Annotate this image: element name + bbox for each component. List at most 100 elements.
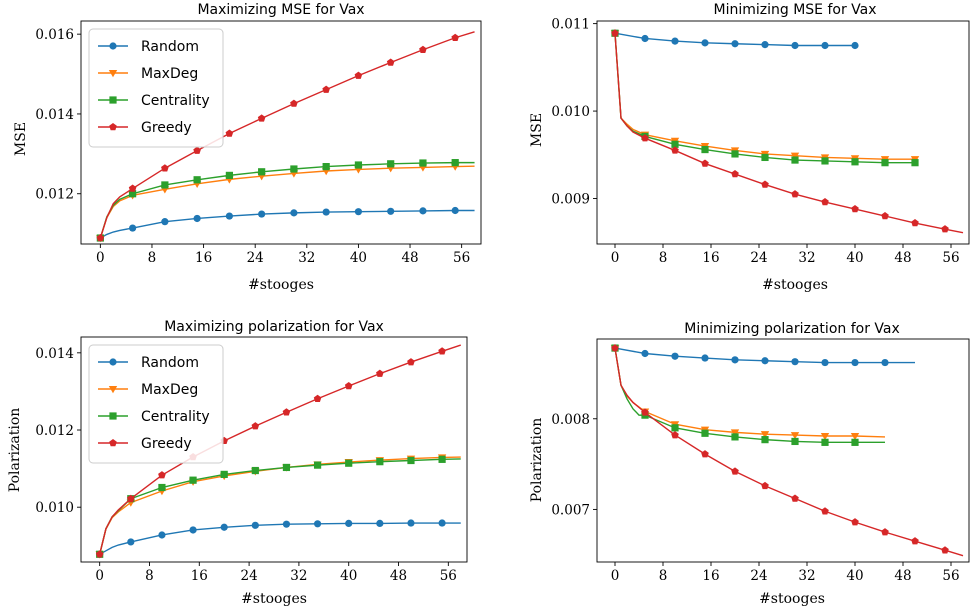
x-axis-label: #stooges (248, 277, 314, 293)
legend-marker (108, 70, 118, 78)
legend-label: Random (141, 39, 199, 55)
data-point-centrality (791, 156, 799, 164)
x-tick-label: 0 (611, 250, 620, 266)
x-tick-label: 48 (401, 250, 418, 266)
data-point-centrality (193, 176, 201, 184)
series-line-maxdeg (99, 456, 461, 555)
data-point-centrality (731, 433, 739, 441)
panel-max-mse: Maximizing MSE for Vax #stooges MSE 0 8 16… (13, 2, 482, 293)
data-point-random (290, 209, 298, 217)
data-point-centrality (161, 181, 169, 189)
data-point-centrality (701, 145, 709, 154)
series-greedy (611, 29, 964, 234)
data-point-centrality (313, 461, 322, 469)
data-point-greedy (671, 146, 679, 154)
data-point-greedy (881, 528, 889, 536)
axes-frame (596, 338, 970, 563)
data-point-centrality (345, 459, 353, 467)
data-point-centrality (282, 463, 291, 472)
series-line-centrality (98, 458, 461, 555)
data-point-greedy (290, 99, 298, 107)
y-axis-label: MSE (13, 122, 29, 156)
series-greedy (96, 31, 475, 242)
data-point-random (376, 519, 384, 528)
series-centrality (611, 29, 919, 167)
series-centrality (96, 455, 461, 558)
data-point-random (161, 218, 169, 226)
x-tick-label: 48 (894, 568, 911, 584)
data-point-maxdeg (820, 432, 830, 441)
x-tick-label: 0 (95, 568, 104, 584)
series-random (96, 519, 461, 558)
x-tick-label: 8 (148, 250, 157, 266)
legend-marker (109, 358, 117, 366)
legend-marker (108, 386, 118, 394)
series-greedy (611, 344, 964, 557)
data-point-random (851, 358, 859, 367)
series-line-greedy (614, 33, 964, 234)
data-point-greedy (322, 85, 330, 93)
legend-label: Centrality (141, 409, 210, 425)
data-point-random (193, 214, 201, 223)
x-tick-label: 8 (145, 568, 154, 584)
data-point-random (761, 41, 769, 49)
data-point-centrality (407, 456, 415, 465)
data-point-random (761, 357, 769, 365)
data-point-greedy (251, 422, 260, 430)
data-point-random (731, 356, 739, 364)
data-point-greedy (354, 71, 363, 79)
data-point-random (731, 40, 739, 48)
data-point-greedy (376, 369, 384, 377)
x-tick-label: 24 (247, 250, 264, 266)
y-tick-label: 0.014 (35, 346, 74, 362)
data-point-random (225, 212, 233, 220)
series-line-greedy (614, 347, 964, 557)
series-centrality (96, 159, 475, 242)
data-point-greedy (161, 164, 169, 172)
data-point-greedy (386, 58, 395, 66)
legend-item-greedy: Greedy (98, 120, 192, 136)
data-point-random (313, 520, 322, 528)
data-point-greedy (641, 134, 649, 142)
panel-max-polarization: Maximizing polarization for Vax #stooges… (7, 319, 468, 607)
data-point-random (322, 208, 330, 216)
legend-label: MaxDeg (141, 66, 198, 82)
data-point-greedy (761, 180, 769, 188)
data-point-greedy (128, 184, 137, 192)
legend-item-random: Random (98, 39, 199, 55)
data-point-centrality (419, 159, 427, 167)
series-random (611, 344, 915, 367)
data-point-random (671, 37, 679, 45)
data-point-centrality (189, 476, 197, 484)
data-point-random (821, 358, 829, 367)
data-point-greedy (611, 344, 619, 352)
legend-item-greedy: Greedy (98, 436, 192, 452)
data-point-greedy (821, 507, 829, 515)
legend-item-maxdeg: MaxDeg (98, 66, 198, 82)
x-tick-label: 40 (340, 568, 357, 584)
data-point-centrality (731, 150, 739, 158)
data-point-centrality (258, 168, 266, 176)
x-tick-label: 16 (702, 250, 719, 266)
x-tick-label: 40 (846, 568, 863, 584)
y-tick-label: 0.012 (35, 423, 74, 439)
x-tick-label: 24 (750, 568, 767, 584)
data-point-random (881, 358, 889, 367)
y-tick-label: 0.010 (35, 500, 74, 516)
data-point-centrality (251, 466, 259, 475)
y-tick-label: 0.016 (35, 27, 74, 43)
x-tick-label: 16 (702, 568, 719, 584)
series-line-centrality (614, 347, 885, 444)
y-tick-label: 0.011 (551, 17, 590, 33)
legend: Random MaxDeg Centrality Greedy (88, 28, 224, 148)
x-tick-label: 8 (659, 250, 668, 266)
panel-min-mse: Minimizing MSE for Vax #stooges MSE 0 8 16… (529, 2, 970, 293)
data-point-greedy (95, 550, 104, 558)
series-maxdeg (610, 345, 886, 441)
data-point-centrality (671, 424, 679, 432)
data-point-random (345, 519, 353, 528)
data-point-greedy (257, 114, 266, 122)
chart-title: Minimizing polarization for Vax (684, 321, 900, 337)
data-point-greedy (791, 190, 799, 198)
data-point-centrality (158, 483, 166, 492)
